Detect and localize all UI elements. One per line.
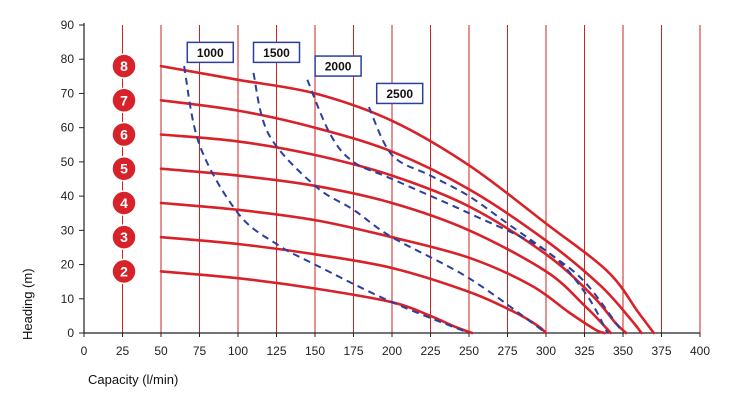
- pressure-badge-2: [111, 258, 137, 285]
- y-tick-label-90: 90: [61, 18, 75, 32]
- pressure-badge-6: [111, 121, 137, 148]
- x-axis-title: Capacity (l/min): [88, 372, 178, 387]
- pressure-curve-6: [159, 133, 628, 335]
- pressure-badge-4: [111, 190, 137, 216]
- x-tick-label-125: 125: [266, 344, 286, 358]
- y-tick-label-20: 20: [61, 258, 75, 272]
- pressure-badge-5: [111, 155, 137, 182]
- speed-label-box-2500: [375, 82, 424, 105]
- x-tick-label-300: 300: [536, 344, 556, 358]
- x-tick-label-250: 250: [459, 344, 479, 358]
- x-tick-label-25: 25: [116, 344, 130, 358]
- y-axis-title: Heading (m): [20, 268, 35, 340]
- x-tick-label-50: 50: [154, 344, 168, 358]
- pressure-curves: [159, 64, 656, 335]
- x-tick-label-75: 75: [193, 344, 207, 358]
- speed-label-2500: 2500: [386, 87, 413, 101]
- speed-label-2000: 2000: [325, 60, 352, 74]
- pressure-curve-2: [159, 270, 474, 335]
- pressure-badge-3: [111, 224, 137, 250]
- speed-label-box-1500: [252, 41, 301, 64]
- speed-curves: [183, 65, 624, 334]
- pressure-badge-label-7: 7: [120, 92, 128, 108]
- grid-layer: [122, 25, 701, 333]
- y-tick-label-70: 70: [61, 86, 75, 100]
- x-tick-label-375: 375: [651, 344, 671, 358]
- pressure-badge-label-4: 4: [120, 195, 128, 211]
- x-tick-label-150: 150: [305, 344, 325, 358]
- pressure-curve-3: [159, 235, 548, 335]
- y-tick-label-80: 80: [61, 52, 75, 66]
- x-tick-label-0: 0: [81, 344, 88, 358]
- pressure-badge-label-2: 2: [120, 263, 128, 279]
- y-tick-label-10: 10: [61, 292, 75, 306]
- pressure-badge-label-6: 6: [120, 127, 128, 143]
- pressure-curve-7: [159, 99, 643, 335]
- x-tick-label-400: 400: [690, 344, 710, 358]
- pressure-curve-5: [159, 167, 612, 335]
- x-tick-label-100: 100: [228, 344, 248, 358]
- x-tick-label-325: 325: [574, 344, 594, 358]
- speed-label-box-1000: [186, 41, 235, 64]
- x-tick-label-175: 175: [343, 344, 363, 358]
- y-tick-label-50: 50: [61, 155, 75, 169]
- x-tick-label-200: 200: [382, 344, 402, 358]
- pressure-curve-4: [159, 201, 606, 335]
- speed-curve-1000: [183, 65, 470, 334]
- speed-curve-1500: [252, 72, 547, 334]
- pressure-curve-8: [159, 64, 656, 335]
- x-tick-label-275: 275: [497, 344, 517, 358]
- speed-label-1000: 1000: [197, 46, 224, 60]
- pressure-badge-7: [111, 87, 137, 114]
- speed-curve-2000: [306, 79, 609, 334]
- pressure-badge-label-3: 3: [120, 229, 128, 245]
- pressure-badge-label-5: 5: [120, 161, 128, 177]
- pressure-badge-label-8: 8: [120, 58, 128, 74]
- x-tick-label-225: 225: [420, 344, 440, 358]
- y-tick-label-60: 60: [61, 121, 75, 135]
- pressure-badge-8: [111, 53, 137, 79]
- x-tick-label-350: 350: [613, 344, 633, 358]
- speed-label-1500: 1500: [263, 46, 290, 60]
- labels-layer: 8 7 6 5 4 3 2 1000 1500 2000 2500: [111, 41, 424, 285]
- y-tick-label-0: 0: [67, 326, 74, 340]
- y-tick-label-30: 30: [61, 223, 75, 237]
- speed-label-box-2000: [314, 55, 362, 77]
- y-tick-label-40: 40: [61, 189, 75, 203]
